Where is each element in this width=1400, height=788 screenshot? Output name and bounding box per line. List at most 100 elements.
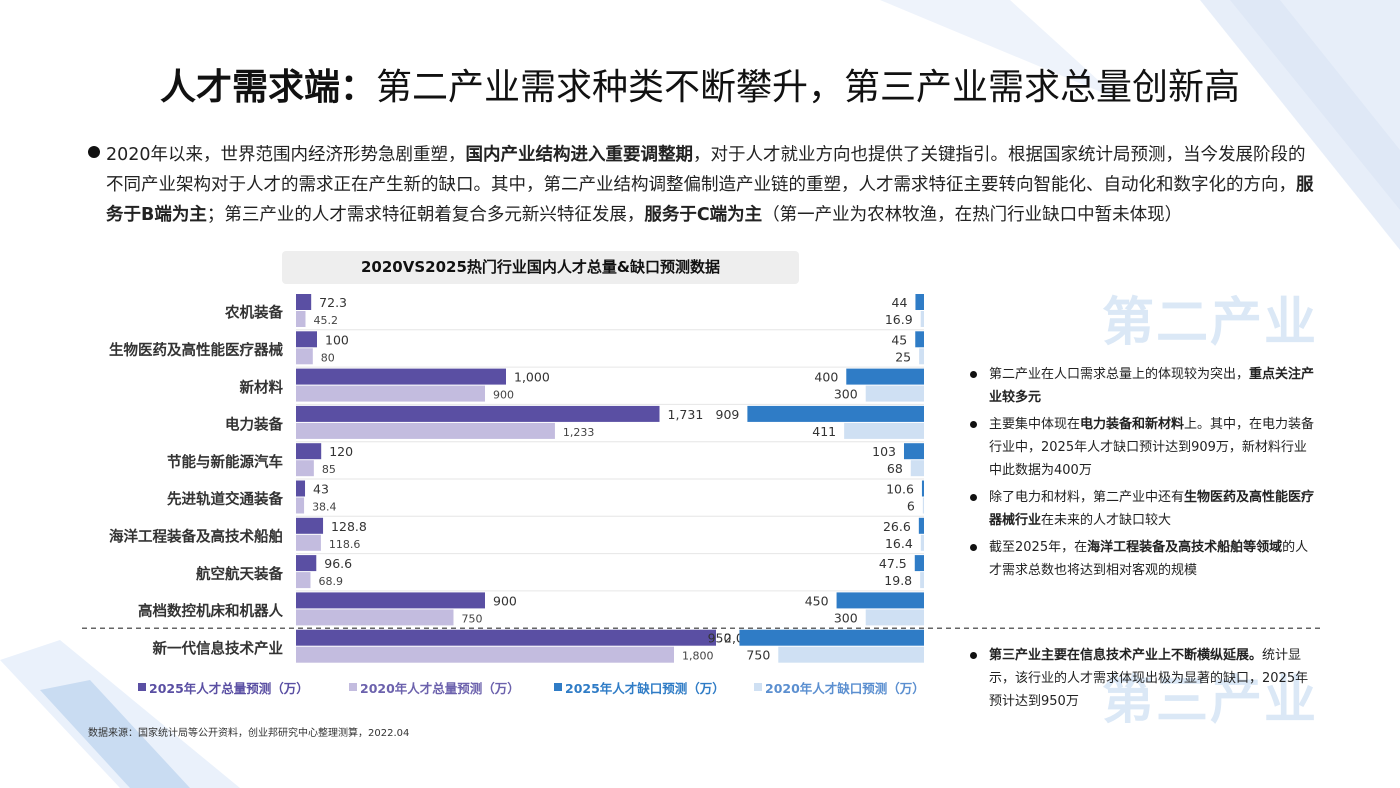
bar-gap-2020 [919,348,924,365]
data-label-total-2020: 118.6 [329,538,361,551]
category-label: 新材料 [240,378,284,396]
bar-gap-2025 [846,368,924,385]
bar-gap-2025 [914,555,924,572]
data-label-total-2025: 1,731 [668,407,704,422]
category-label: 农机装备 [224,304,283,322]
notes-tertiary: 第三产业主要在信息技术产业上不断横纵延展。统计显示，该行业的人才需求体现出极为显… [970,644,1315,717]
bar-total-2025 [296,405,660,422]
bar-gap-2025 [739,629,924,646]
data-label-gap-2025: 10.6 [886,482,914,497]
note-item: 第三产业主要在信息技术产业上不断横纵延展。统计显示，该行业的人才需求体现出极为显… [970,644,1315,713]
data-label-gap-2020: 300 [834,610,858,625]
category-label: 高档数控机床和机器人 [138,602,283,620]
legend-swatch [138,683,146,691]
data-label-total-2025: 96.6 [324,556,352,571]
data-label-total-2020: 900 [493,389,514,402]
bar-total-2020 [296,572,311,589]
data-label-gap-2025: 909 [716,407,740,422]
category-label: 电力装备 [225,416,283,434]
data-label-gap-2020: 300 [834,387,858,402]
bar-total-2025 [296,443,322,460]
bar-total-2020 [296,497,305,514]
bar-gap-2020 [844,422,924,439]
bar-total-2020 [296,348,313,365]
bar-gap-2025 [915,331,924,348]
data-label-total-2025: 128.8 [331,519,367,534]
data-label-gap-2025: 44 [892,295,908,310]
bar-total-2020 [296,422,555,439]
chart-title: 2020VS2025热门行业国内人才总量&缺口预测数据 [282,251,799,284]
data-label-gap-2025: 950 [708,631,732,646]
legend-swatch [754,683,762,691]
data-label-total-2020: 38.4 [312,501,337,514]
note-item: 除了电力和材料，第二产业中还有生物医药及高性能医疗器械行业在未来的人才缺口较大 [970,486,1315,532]
data-label-total-2020: 80 [321,351,335,364]
bar-gap-2020 [865,385,924,402]
category-label: 生物医药及高性能医疗器械 [109,341,283,359]
data-label-total-2025: 120 [329,444,353,459]
data-label-gap-2020: 16.9 [885,312,913,327]
data-label-total-2025: 100 [325,332,349,347]
data-label-total-2020: 1,233 [563,426,595,439]
legend-swatch [554,683,562,691]
bar-gap-2020 [865,609,924,626]
data-label-gap-2025: 400 [814,370,838,385]
intro-bullet [88,146,100,158]
bar-total-2025 [296,555,317,572]
notes-secondary: 第二产业在人口需求总量上的体现较为突出，重点关注产业较多元 主要集中体现在电力装备… [970,363,1315,586]
data-label-total-2025: 72.3 [319,295,347,310]
note-item: 主要集中体现在电力装备和新材料上。其中，在电力装备行业中，2025年人才缺口预计… [970,413,1315,482]
bar-total-2025 [296,368,506,385]
bar-total-2020 [296,460,314,477]
bar-gap-2025 [903,443,924,460]
bar-total-2025 [296,331,317,348]
bar-gap-2025 [747,405,924,422]
data-label-gap-2020: 16.4 [885,536,913,551]
data-label-gap-2025: 45 [891,332,907,347]
bar-gap-2020 [778,646,924,663]
data-label-total-2025: 1,000 [514,370,550,385]
data-label-gap-2020: 750 [746,648,770,663]
bar-total-2020 [296,385,485,402]
source-note: 数据来源：国家统计局等公开资料，创业邦研究中心整理测算，2022.04 [88,728,410,739]
category-label: 先进轨道交通装备 [167,490,283,508]
category-label: 海洋工程装备及高技术船舶 [109,527,283,545]
data-label-total-2020: 45.2 [313,314,338,327]
page-title: 人才需求端：第二产业需求种类不断攀升，第三产业需求总量创新高 [159,67,1241,108]
note-item: 截至2025年，在海洋工程装备及高技术船舶等领域的人才需求总数也将达到相对客观的… [970,536,1315,582]
data-label-gap-2020: 68 [887,461,903,476]
category-label: 航空航天装备 [196,565,283,583]
data-label-gap-2020: 6 [907,499,915,514]
bar-gap-2020 [920,572,924,589]
bar-total-2020 [296,534,321,551]
data-label-total-2020: 750 [462,612,483,625]
bar-gap-2020 [920,311,924,327]
data-label-gap-2025: 103 [872,444,896,459]
data-label-gap-2020: 25 [895,349,911,364]
bar-gap-2025 [836,592,924,609]
data-label-total-2020: 68.9 [318,575,343,588]
bar-total-2025 [296,629,716,646]
bar-total-2025 [296,592,485,609]
data-label-total-2025: 900 [493,593,517,608]
data-label-total-2020: 1,800 [682,650,714,663]
data-label-gap-2025: 450 [805,593,829,608]
bar-gap-2020 [920,534,924,551]
data-label-gap-2020: 19.8 [884,573,912,588]
data-label-gap-2025: 26.6 [883,519,911,534]
legend-label: 2020年人才总量预测（万） [360,681,520,696]
bar-gap-2025 [918,517,924,534]
category-label: 新一代信息技术产业 [153,639,284,657]
legend-label: 2025年人才总量预测（万） [149,681,309,696]
bar-gap-2020 [922,497,924,514]
legend-label: 2020年人才缺口预测（万） [765,681,925,696]
section-label-tertiary: 第三产业 [1102,671,1319,731]
bar-total-2025 [296,517,324,534]
bar-gap-2025 [921,480,924,497]
data-label-total-2020: 85 [322,463,336,476]
bar-gap-2020 [910,460,924,477]
bar-total-2020 [296,311,306,327]
category-label: 节能与新能源汽车 [167,453,283,471]
